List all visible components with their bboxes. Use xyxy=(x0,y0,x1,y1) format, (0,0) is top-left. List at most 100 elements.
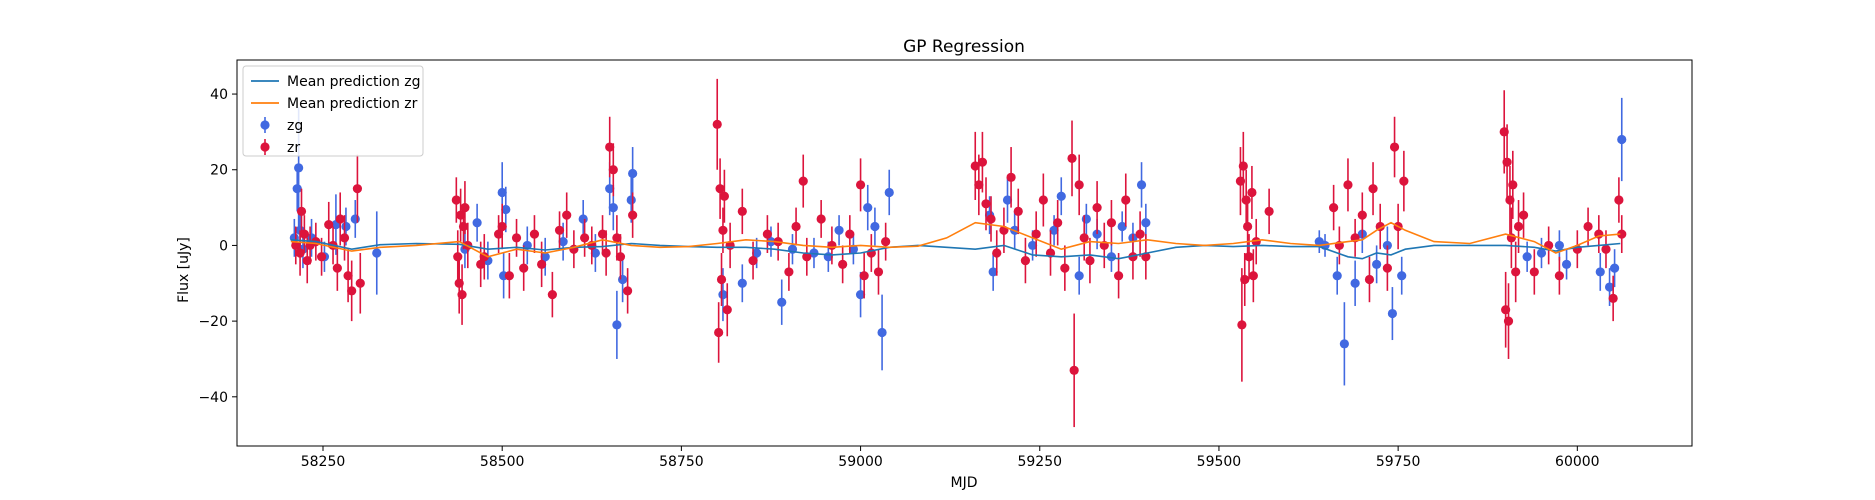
point-zr xyxy=(1368,184,1378,194)
point-zr xyxy=(554,225,565,235)
point-zr xyxy=(1006,172,1016,182)
point-zr xyxy=(615,252,626,262)
point-zr xyxy=(1013,206,1023,216)
point-zg xyxy=(863,202,873,213)
point-zr xyxy=(977,157,988,167)
point-zr xyxy=(458,221,469,232)
point-zr xyxy=(494,229,504,239)
point-zr xyxy=(547,290,557,300)
point-zr xyxy=(460,202,470,213)
point-zg xyxy=(294,163,304,173)
point-zr xyxy=(784,267,794,277)
point-zr xyxy=(1502,157,1512,167)
x-tick-label: 59750 xyxy=(1376,454,1421,470)
point-zg xyxy=(737,278,747,288)
point-zr xyxy=(1243,221,1253,232)
point-zr xyxy=(1508,180,1518,190)
chart-title: GP Regression xyxy=(903,37,1025,57)
point-zr xyxy=(332,263,342,273)
plot-frame xyxy=(236,59,1693,447)
point-zg xyxy=(1617,134,1627,145)
point-zr xyxy=(1357,210,1367,220)
point-zr xyxy=(339,233,350,243)
point-zr xyxy=(1237,320,1247,330)
point-zr xyxy=(347,286,357,296)
point-zr xyxy=(324,220,334,230)
legend-label: zg xyxy=(287,118,303,134)
y-tick-label: 20 xyxy=(210,163,228,179)
point-zr xyxy=(802,252,812,262)
point-zg xyxy=(1056,191,1066,201)
point-zg xyxy=(834,225,844,235)
x-tick-label: 59500 xyxy=(1197,454,1242,470)
point-zg xyxy=(1117,221,1127,232)
point-zg xyxy=(1397,271,1407,281)
point-zr xyxy=(562,210,572,220)
point-zr xyxy=(722,305,732,315)
point-zr xyxy=(1529,267,1539,277)
point-zg xyxy=(590,248,600,258)
point-zr xyxy=(838,259,848,269)
point-zg xyxy=(1372,259,1382,269)
point-zr xyxy=(714,327,724,338)
point-zg xyxy=(848,244,859,254)
point-zr xyxy=(1583,221,1593,232)
point-zg xyxy=(1332,271,1342,281)
point-zr xyxy=(537,259,547,269)
point-zr xyxy=(1247,187,1257,198)
point-zr xyxy=(1614,195,1624,205)
point-zr xyxy=(992,248,1002,258)
point-zr xyxy=(529,229,540,239)
point-zg xyxy=(1604,282,1615,292)
point-zg xyxy=(1387,308,1397,319)
point-zr xyxy=(1092,202,1102,213)
point-zg xyxy=(877,327,887,338)
x-tick-label: 58750 xyxy=(659,454,704,470)
point-zg xyxy=(628,168,638,179)
point-zr xyxy=(497,221,507,232)
point-zg xyxy=(1554,240,1565,251)
point-zr xyxy=(855,180,866,190)
point-zr xyxy=(1074,180,1084,190)
point-zg xyxy=(341,221,351,232)
point-zr xyxy=(343,271,353,281)
point-zg xyxy=(1081,214,1091,224)
point-zr xyxy=(1121,195,1131,205)
point-zg xyxy=(578,214,588,224)
point-zg xyxy=(988,267,998,277)
point-zr xyxy=(1248,271,1258,281)
y-axis-title: Flux [uJy] xyxy=(176,237,192,303)
point-zr xyxy=(335,214,345,224)
point-zr xyxy=(476,259,486,269)
point-zg xyxy=(1106,252,1117,262)
point-zr xyxy=(1241,195,1251,205)
legend-label: zr xyxy=(287,140,300,156)
point-zr xyxy=(1031,229,1041,239)
point-zr xyxy=(845,229,855,239)
point-zr xyxy=(608,165,618,175)
point-zr xyxy=(1382,263,1392,273)
point-zr xyxy=(737,206,747,216)
point-zr xyxy=(1114,271,1124,281)
point-zr xyxy=(1264,206,1274,216)
x-tick-label: 59000 xyxy=(838,454,883,470)
point-zg xyxy=(1339,339,1349,349)
point-zr xyxy=(504,271,514,281)
point-zr xyxy=(1128,252,1138,262)
point-zr xyxy=(628,210,638,220)
point-zr xyxy=(970,161,980,171)
legend-marker-swatch xyxy=(260,142,270,152)
x-tick-label: 58250 xyxy=(301,454,346,470)
point-zr xyxy=(453,252,463,262)
point-zr xyxy=(1060,263,1070,273)
series-zg xyxy=(289,97,1627,386)
point-zr xyxy=(1135,229,1145,239)
x-axis-title: MJD xyxy=(951,475,978,491)
point-zr xyxy=(1244,252,1254,262)
point-zr xyxy=(719,191,729,201)
point-zr xyxy=(1085,255,1095,266)
point-zg xyxy=(605,184,615,194)
point-zg xyxy=(855,290,866,300)
point-zr xyxy=(1554,271,1565,281)
